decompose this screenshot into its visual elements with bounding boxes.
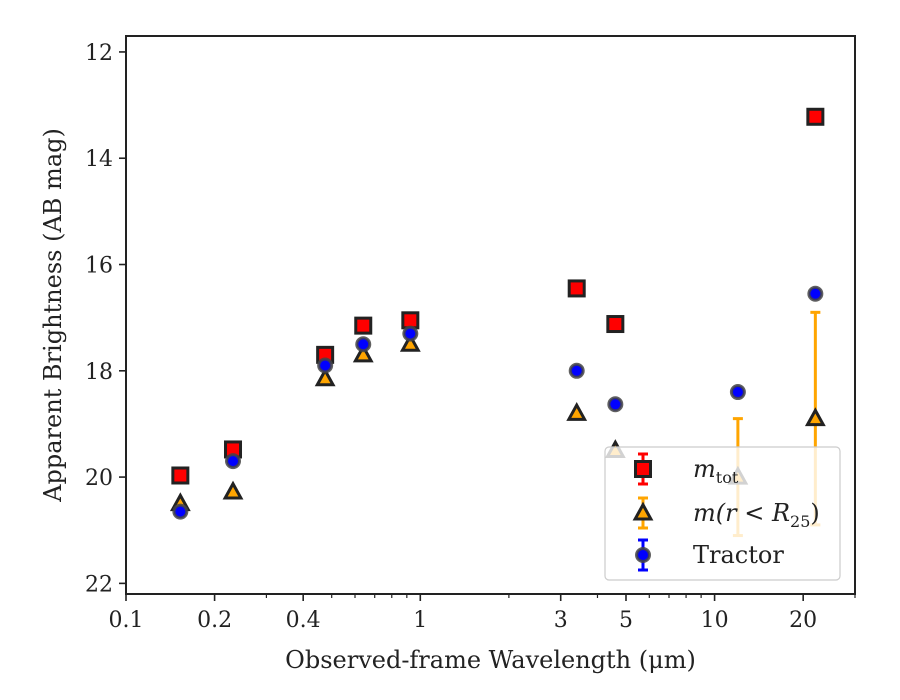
legend: mtot m(r < R25) Tractor — [604, 446, 841, 581]
data-point-circle — [807, 285, 824, 302]
x-tick-label: 5 — [619, 608, 633, 633]
data-point-triangle — [566, 401, 588, 421]
data-point-square — [806, 107, 825, 126]
legend-marker-square — [634, 460, 652, 478]
data-point-square — [606, 315, 625, 334]
data-point-circle — [607, 396, 624, 413]
y-tick-label: 20 — [85, 466, 113, 491]
x-tick-label: 1 — [413, 608, 427, 633]
x-tick-label: 0.2 — [197, 608, 232, 633]
data-point-square — [354, 316, 373, 335]
x-tick-label: 10 — [701, 608, 729, 633]
legend-marker-triangle — [632, 501, 654, 521]
data-point-circle — [225, 453, 242, 470]
series-square — [171, 107, 825, 485]
data-point-circle — [317, 357, 334, 374]
y-axis-label: Apparent Brightness (AB mag) — [39, 128, 67, 503]
y-tick-label: 12 — [85, 41, 113, 66]
x-tick-label: 0.1 — [109, 608, 144, 633]
axes: 0.1 0.2 0.4 1 3 5 10 20 12 14 16 18 20 22 — [85, 41, 856, 633]
legend-box — [604, 446, 841, 581]
legend-label: mtot — [693, 455, 739, 487]
legend-marker-circle — [635, 547, 651, 563]
data-point-square — [401, 311, 420, 330]
series-circle — [172, 285, 824, 520]
legend-label-subscript: tot — [716, 468, 739, 487]
y-tick-label: 18 — [85, 360, 113, 385]
data-point-circle — [355, 336, 372, 353]
legend-label-main: m — [693, 455, 716, 483]
data-point-circle — [568, 362, 585, 379]
data-point-circle — [402, 325, 419, 342]
legend-label-subscript: 25 — [790, 512, 810, 531]
legend-entry: m(r < R25) — [632, 496, 820, 531]
data-point-circle — [172, 503, 189, 520]
x-tick-label: 0.4 — [286, 608, 321, 633]
data-point-triangle — [314, 367, 336, 387]
legend-label: m(r < R25) — [693, 499, 820, 531]
data-point-square — [567, 279, 586, 298]
x-axis-label: Observed-frame Wavelength (μm) — [285, 646, 696, 674]
x-tick-label: 3 — [554, 608, 568, 633]
legend-label-main: Tractor — [693, 541, 784, 569]
data-point-triangle — [804, 407, 826, 427]
legend-label-tail: ) — [810, 499, 819, 527]
x-tick-label: 20 — [789, 608, 817, 633]
legend-entry: Tractor — [635, 538, 784, 572]
legend-entry: mtot — [634, 452, 739, 487]
y-tick-label: 14 — [85, 147, 113, 172]
plot-frame — [125, 35, 856, 595]
legend-label-main: m(r < R — [693, 499, 790, 527]
data-point-circle — [729, 384, 746, 401]
data-point-triangle — [352, 343, 374, 363]
data-point-square — [171, 466, 190, 485]
y-tick-label: 16 — [85, 254, 113, 279]
y-tick-label: 22 — [85, 572, 113, 597]
legend-label: Tractor — [693, 541, 784, 569]
data-point-triangle — [399, 332, 421, 352]
data-point-triangle — [222, 480, 244, 500]
